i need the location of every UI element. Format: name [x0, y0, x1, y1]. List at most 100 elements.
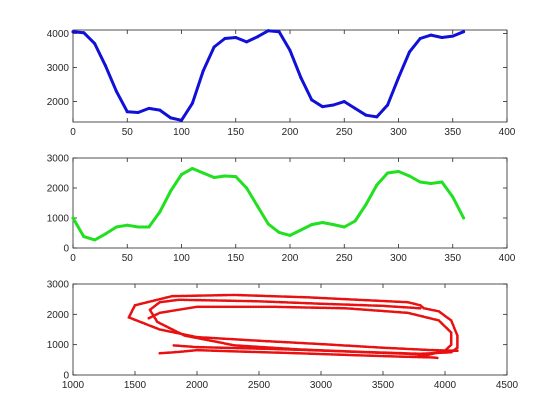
- top-data-point: [234, 35, 238, 39]
- top-data-point: [136, 110, 140, 114]
- middle-y-tick-label: 1000: [47, 214, 70, 225]
- middle-data-point: [234, 175, 238, 179]
- top-data-point: [397, 76, 400, 80]
- middle-data-point: [158, 210, 162, 214]
- bottom-x-tick-label: 3000: [310, 380, 333, 391]
- middle-data-point: [277, 230, 281, 234]
- top-data-point: [440, 35, 444, 39]
- bottom-x-tick-label: 2500: [248, 380, 271, 391]
- bottom-x-tick-label: 4000: [434, 380, 457, 391]
- middle-data-point: [169, 189, 173, 193]
- middle-data-point: [299, 228, 303, 232]
- middle-data-point: [201, 171, 205, 175]
- middle-x-tick-label: 200: [282, 253, 299, 264]
- top-data-point: [158, 108, 162, 112]
- bottom-x-tick-label: 1500: [124, 380, 147, 391]
- middle-x-tick-label: 0: [70, 253, 76, 264]
- top-data-point: [212, 45, 216, 49]
- top-data-point: [147, 106, 151, 110]
- bottom-x-tick-label: 1000: [62, 380, 85, 391]
- top-x-tick-label: 350: [444, 127, 461, 138]
- middle-data-point: [353, 219, 357, 223]
- top-data-point: [245, 40, 249, 44]
- middle-x-tick-label: 50: [122, 253, 134, 264]
- top-data-point: [375, 115, 379, 119]
- middle-data-point: [114, 225, 118, 229]
- middle-data-point: [462, 216, 466, 220]
- top-data-point: [201, 69, 205, 73]
- bottom-x-tick-label: 2000: [186, 380, 209, 391]
- middle-data-point: [429, 182, 433, 185]
- top-data-point: [125, 110, 129, 114]
- bottom-scatter-point: [147, 316, 151, 320]
- middle-data-point: [245, 186, 249, 190]
- top-y-tick-label: 3000: [47, 63, 70, 74]
- middle-data-point: [93, 238, 97, 242]
- top-data-point: [462, 30, 466, 34]
- bottom-x-tick-label: 3500: [372, 380, 395, 391]
- middle-data-point: [310, 223, 314, 227]
- top-data-point: [180, 118, 183, 122]
- top-axes-box: [72, 29, 508, 123]
- middle-y-tick-label: 0: [63, 244, 69, 255]
- top-data-point: [364, 113, 368, 117]
- middle-x-tick-label: 150: [227, 253, 244, 264]
- top-data-point: [93, 42, 97, 46]
- top-data-point: [190, 101, 194, 105]
- top-data-point: [223, 37, 227, 41]
- middle-data-point: [407, 174, 411, 178]
- top-data-point: [418, 37, 422, 41]
- middle-x-tick-label: 300: [390, 253, 407, 264]
- top-data-point: [104, 64, 108, 68]
- top-data-point: [407, 50, 411, 54]
- bottom-y-tick-label: 3000: [47, 280, 70, 291]
- middle-data-point: [386, 171, 390, 175]
- top-data-point: [429, 33, 433, 37]
- middle-data-point: [82, 235, 86, 239]
- top-x-tick-label: 0: [70, 127, 76, 138]
- middle-data-point: [147, 225, 151, 229]
- top-data-point: [288, 48, 292, 52]
- middle-data-point: [255, 204, 259, 208]
- bottom-scatter-point: [172, 344, 176, 347]
- top-x-tick-label: 250: [336, 127, 353, 138]
- top-y-tick-label: 2000: [47, 97, 70, 108]
- bottom-x-tick-label: 4500: [496, 380, 519, 391]
- middle-data-point: [342, 225, 346, 229]
- top-x-tick-label: 300: [390, 127, 407, 138]
- top-data-point: [82, 31, 86, 35]
- top-data-point: [386, 103, 390, 107]
- middle-data-point: [212, 176, 216, 179]
- middle-data-point: [136, 225, 140, 229]
- top-data-point: [299, 76, 303, 80]
- middle-y-tick-label: 3000: [47, 154, 70, 165]
- top-y-tick-label: 4000: [47, 29, 70, 40]
- bottom-y-tick-label: 2000: [47, 310, 70, 321]
- top-x-tick-label: 400: [499, 127, 516, 138]
- top-x-tick-label: 50: [122, 127, 134, 138]
- bottom-axes-box: [72, 283, 508, 376]
- middle-data-point: [71, 216, 75, 220]
- top-data-point: [342, 100, 346, 104]
- middle-x-tick-label: 100: [173, 253, 190, 264]
- top-data-point: [71, 30, 75, 34]
- top-data-point: [114, 89, 118, 93]
- middle-data-point: [418, 180, 422, 184]
- middle-data-point: [331, 223, 335, 227]
- middle-y-tick-label: 2000: [47, 184, 70, 195]
- top-data-point: [331, 103, 335, 107]
- top-x-tick-label: 200: [282, 127, 299, 138]
- bottom-scatter-chart: 1000 1500 2000 2500 3000 3500 4000 450001000200…: [47, 280, 519, 392]
- middle-data-point: [288, 233, 292, 237]
- middle-data-point: [397, 170, 400, 173]
- middle-data-point: [180, 173, 183, 176]
- top-data-point: [277, 30, 281, 34]
- middle-x-tick-label: 400: [499, 253, 516, 264]
- middle-x-tick-label: 350: [444, 253, 461, 264]
- middle-x-tick-label: 250: [336, 253, 353, 264]
- top-data-point: [451, 34, 455, 38]
- middle-data-point: [440, 180, 444, 184]
- top-data-point: [266, 29, 270, 33]
- top-data-point: [310, 98, 314, 102]
